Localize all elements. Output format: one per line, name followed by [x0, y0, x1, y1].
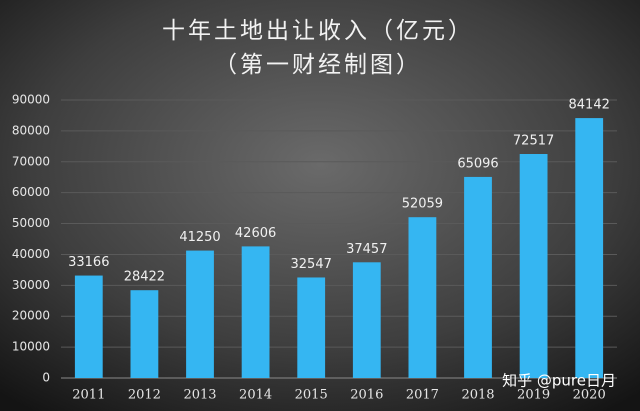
value-label: 84142	[569, 98, 610, 113]
bar	[519, 154, 548, 378]
x-tick-label: 2015	[295, 388, 328, 403]
value-label: 65096	[457, 156, 498, 171]
chart-title: 十年土地出让收入（亿元）	[162, 18, 474, 44]
value-label: 52059	[402, 197, 443, 212]
y-tick-label: 0	[42, 371, 50, 385]
y-tick-label: 10000	[12, 340, 50, 354]
bar	[130, 290, 159, 378]
y-tick-label: 60000	[12, 185, 50, 199]
x-tick-label: 2016	[350, 388, 383, 403]
value-label: 32547	[291, 257, 332, 272]
value-label: 37457	[346, 242, 387, 257]
watermark: 知乎 @pure日月	[502, 372, 616, 390]
value-label: 28422	[124, 270, 165, 285]
y-tick-label: 40000	[12, 247, 50, 261]
x-tick-label: 2013	[183, 388, 216, 403]
bar	[297, 277, 326, 378]
bar	[74, 275, 103, 378]
bar	[241, 246, 270, 378]
x-tick-label: 2014	[239, 388, 272, 403]
y-tick-label: 90000	[12, 93, 50, 107]
bar	[408, 217, 437, 378]
value-label: 41250	[179, 230, 220, 245]
value-label: 72517	[513, 134, 554, 149]
value-label: 42606	[235, 226, 276, 241]
value-label: 33166	[68, 255, 109, 270]
x-tick-label: 2011	[72, 388, 105, 403]
y-tick-label: 80000	[12, 123, 50, 137]
x-tick-label: 2017	[406, 388, 439, 403]
chart-subtitle: （第一财经制图）	[214, 52, 422, 78]
x-tick-label: 2019	[517, 388, 550, 403]
bar	[352, 262, 381, 378]
y-tick-label: 20000	[12, 309, 50, 323]
y-tick-label: 30000	[12, 278, 50, 292]
bar	[464, 176, 492, 378]
bar	[186, 250, 214, 378]
x-tick-label: 2018	[461, 388, 494, 403]
x-tick-label: 2020	[573, 388, 606, 403]
x-tick-label: 2012	[128, 388, 161, 403]
y-tick-label: 70000	[12, 154, 50, 168]
y-tick-label: 50000	[12, 216, 50, 230]
bar	[575, 118, 604, 378]
